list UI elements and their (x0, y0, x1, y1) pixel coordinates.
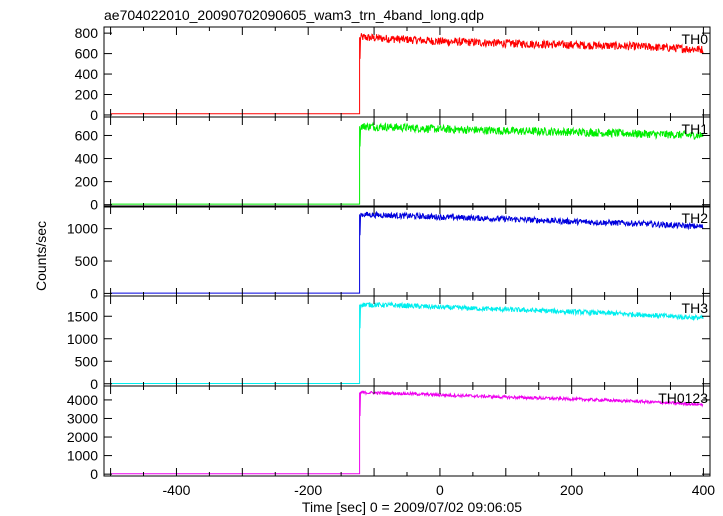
series-line-th1 (111, 123, 704, 204)
panel-frame-th3 (104, 296, 710, 386)
y-tick-label: 400 (75, 66, 99, 82)
chart-title: ae704022010_20090702090605_wam3_trn_4ban… (104, 7, 484, 23)
panel-label-th2: TH2 (682, 210, 709, 226)
panel-label-th0123: TH0123 (658, 390, 708, 406)
series-line-th0 (111, 33, 704, 114)
panel-label-th0: TH0 (682, 31, 709, 47)
x-tick-label: -200 (294, 482, 322, 498)
y-tick-label: 0 (90, 466, 98, 482)
x-tick-label: 400 (692, 482, 716, 498)
panel-frame-th2 (104, 206, 710, 296)
y-tick-label: 0 (90, 285, 98, 301)
y-axis-label: Counts/sec (33, 221, 49, 291)
panel-label-th3: TH3 (682, 300, 709, 316)
y-tick-label: 1000 (67, 448, 98, 464)
y-tick-label: 600 (75, 46, 99, 62)
series-line-th2 (111, 212, 704, 293)
y-tick-label: 2000 (67, 429, 98, 445)
y-tick-label: 3000 (67, 410, 98, 426)
y-tick-label: 4000 (67, 392, 98, 408)
y-tick-label: 600 (75, 127, 99, 143)
y-tick-label: 400 (75, 151, 99, 167)
x-axis-label: Time [sec] 0 = 2009/07/02 09:06:05 (302, 499, 522, 515)
series-line-th3 (111, 302, 704, 383)
panel-label-th1: TH1 (682, 121, 709, 137)
series-line-th0123 (111, 391, 704, 474)
y-tick-label: 0 (90, 107, 98, 123)
y-tick-label: 500 (75, 353, 99, 369)
y-tick-label: 200 (75, 174, 99, 190)
y-tick-label: 1500 (67, 308, 98, 324)
y-tick-label: 200 (75, 87, 99, 103)
x-tick-label: 0 (436, 482, 444, 498)
y-tick-label: 1000 (67, 221, 98, 237)
panels: 0 200 400 600 800 TH0 0 200 400 600 TH1 0 500 1000 TH2… (67, 25, 715, 498)
y-tick-label: 800 (75, 25, 99, 41)
y-tick-label: 500 (75, 253, 99, 269)
y-tick-label: 1000 (67, 331, 98, 347)
y-tick-label: 0 (90, 376, 98, 392)
x-tick-label: -400 (162, 482, 190, 498)
x-tick-label: 200 (560, 482, 584, 498)
y-tick-label: 0 (90, 197, 98, 213)
